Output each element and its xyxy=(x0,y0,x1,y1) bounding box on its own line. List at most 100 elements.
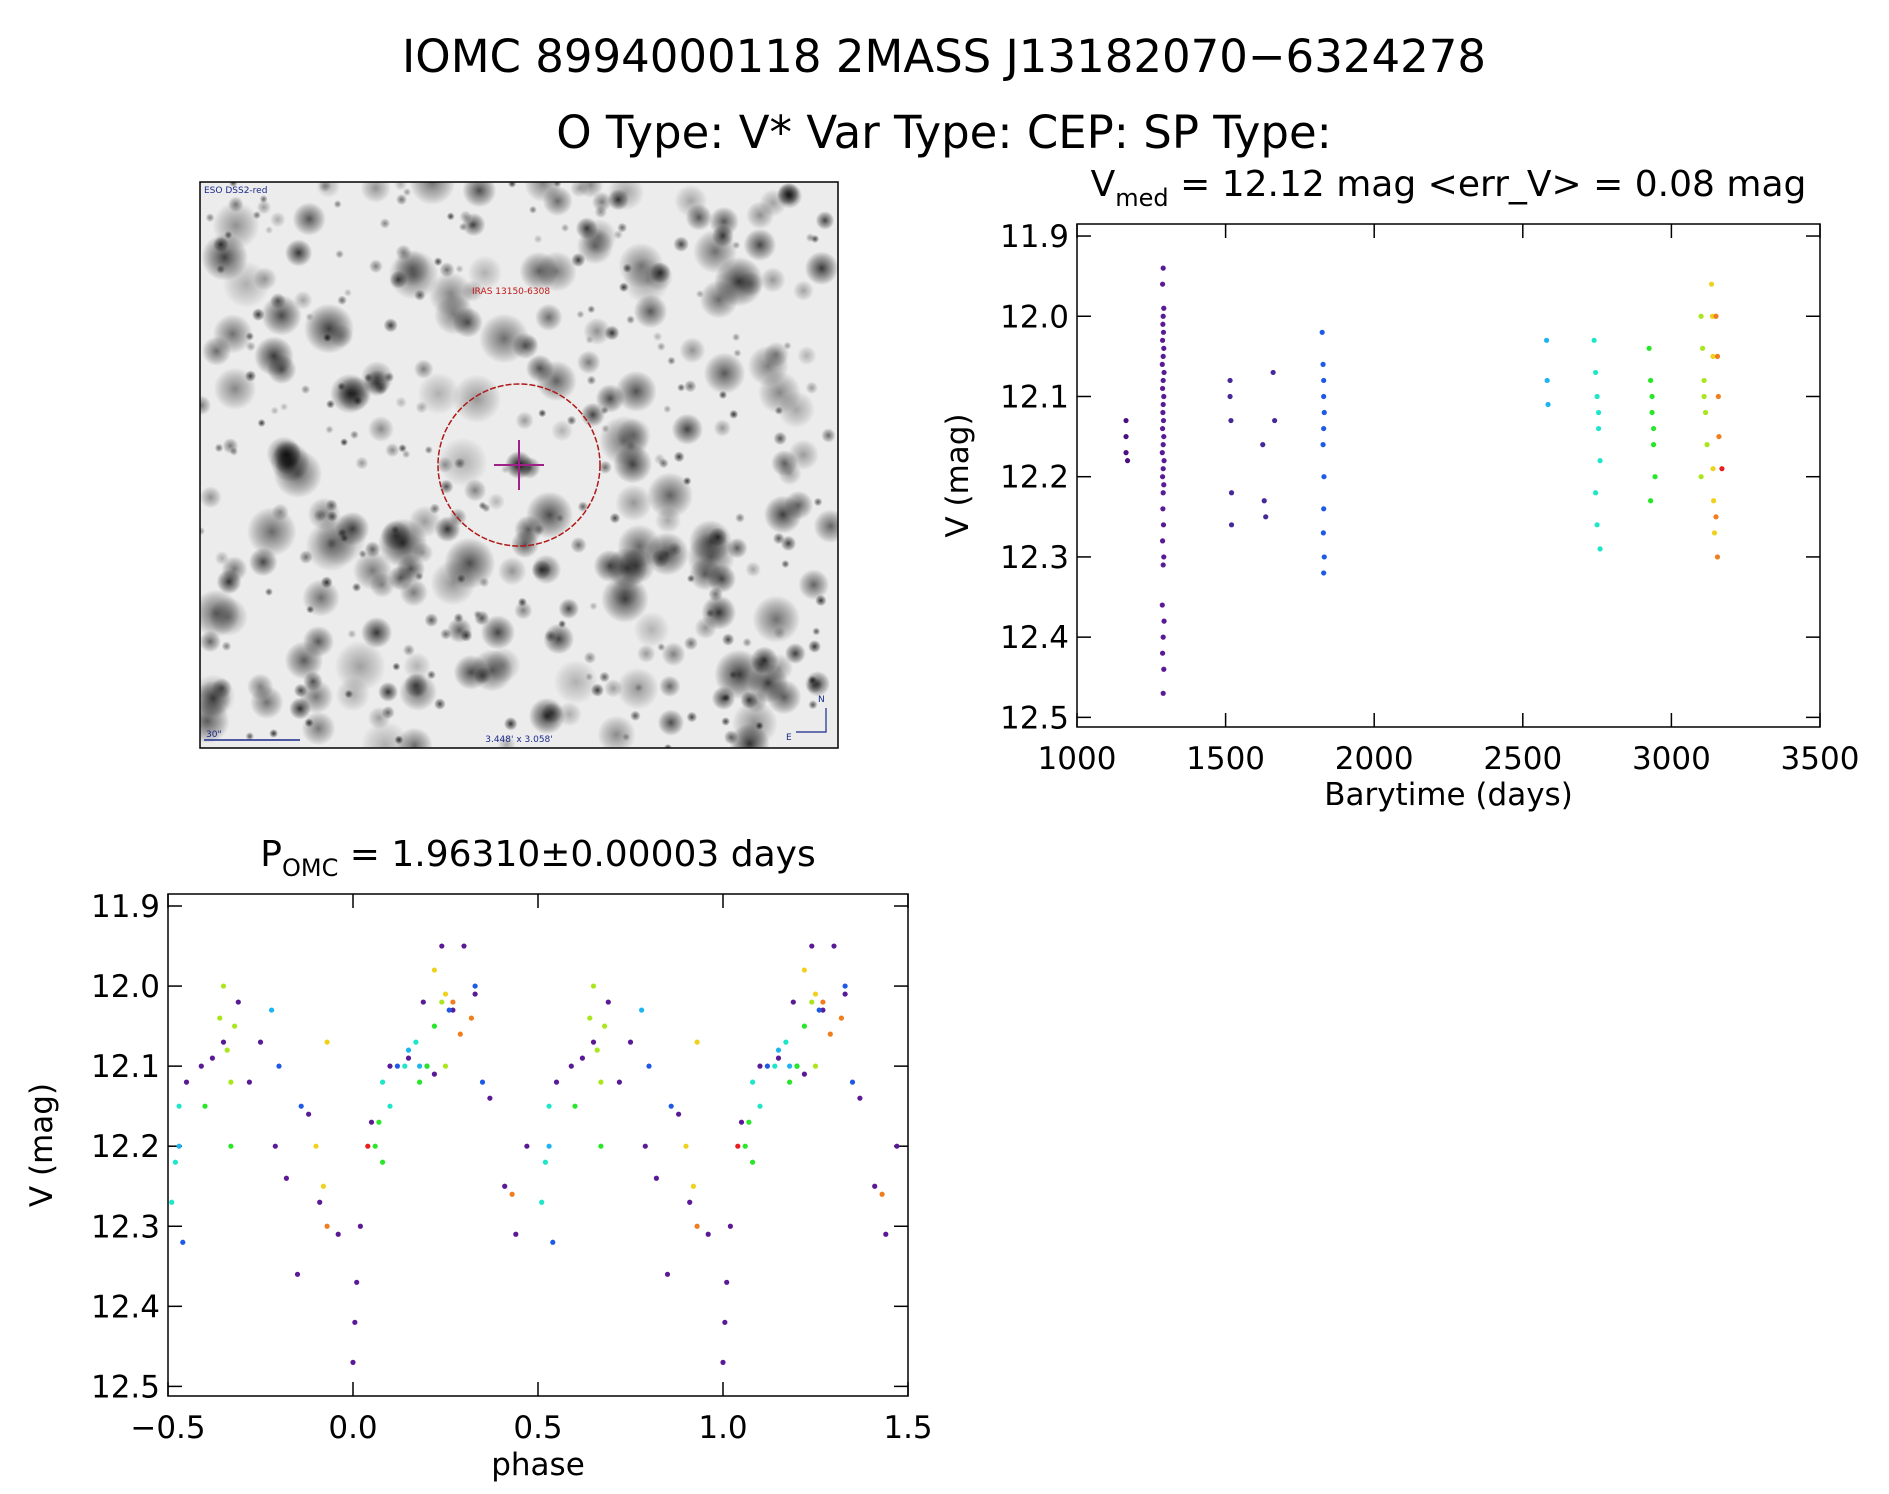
star xyxy=(556,514,565,523)
data-point xyxy=(642,1143,648,1149)
data-point xyxy=(820,1007,826,1013)
star xyxy=(813,509,838,544)
star xyxy=(417,372,460,415)
data-point xyxy=(724,1279,730,1285)
star-field xyxy=(200,182,838,748)
star xyxy=(661,642,686,667)
star xyxy=(347,629,357,639)
data-point xyxy=(1320,530,1326,536)
star xyxy=(544,630,557,643)
data-point xyxy=(1594,522,1600,528)
star xyxy=(456,574,466,584)
data-point xyxy=(417,1063,423,1069)
star xyxy=(622,263,632,273)
star xyxy=(402,644,415,657)
star xyxy=(200,630,222,653)
data-point xyxy=(879,1191,885,1197)
star xyxy=(515,411,534,430)
star xyxy=(663,405,672,414)
data-point xyxy=(572,1103,578,1109)
star xyxy=(433,698,446,710)
star xyxy=(784,642,806,665)
star xyxy=(667,356,676,365)
data-point xyxy=(1591,337,1597,343)
data-point xyxy=(764,1063,771,1069)
star xyxy=(302,579,340,617)
star xyxy=(485,647,521,683)
star xyxy=(412,542,434,564)
data-point xyxy=(842,983,848,989)
star xyxy=(622,732,631,742)
figure-title: IOMC 8994000118 2MASS J13182070−6324278 xyxy=(402,30,1486,83)
data-point xyxy=(380,1079,386,1085)
data-point xyxy=(228,1143,234,1149)
data-point xyxy=(272,1143,278,1149)
star xyxy=(780,535,797,552)
star xyxy=(633,294,668,329)
data-point xyxy=(298,1103,304,1109)
star xyxy=(440,628,452,640)
data-point xyxy=(801,1071,808,1077)
data-point xyxy=(598,1143,604,1149)
star xyxy=(735,512,745,523)
data-point xyxy=(1159,650,1166,656)
star xyxy=(610,577,640,607)
x-tick-label: 2500 xyxy=(1483,741,1562,777)
data-point xyxy=(783,1039,789,1045)
data-point xyxy=(1710,353,1716,359)
data-point xyxy=(664,1271,671,1277)
star xyxy=(452,374,502,424)
data-point xyxy=(387,1063,393,1069)
data-point xyxy=(357,1223,363,1229)
data-point xyxy=(1701,393,1707,400)
star xyxy=(304,718,314,728)
data-point xyxy=(1159,538,1166,544)
star xyxy=(325,499,338,512)
data-point xyxy=(1161,666,1167,672)
star xyxy=(673,236,690,253)
star xyxy=(755,721,764,730)
title-subscript: OMC xyxy=(282,854,338,882)
data-point xyxy=(176,1103,182,1109)
data-point xyxy=(1320,361,1326,367)
star xyxy=(679,337,706,364)
star xyxy=(211,677,232,699)
star xyxy=(763,495,803,534)
data-point xyxy=(1160,690,1166,696)
data-point xyxy=(1160,562,1166,568)
data-point xyxy=(757,1103,763,1109)
data-point xyxy=(1698,313,1704,319)
data-point xyxy=(479,1079,486,1085)
data-point xyxy=(372,1143,378,1149)
data-point xyxy=(1159,361,1165,367)
star xyxy=(536,360,577,402)
data-point xyxy=(509,1191,515,1197)
star xyxy=(351,582,362,592)
star xyxy=(256,200,271,215)
star xyxy=(320,576,333,589)
star xyxy=(252,211,262,220)
star xyxy=(205,213,215,223)
data-point xyxy=(413,1039,419,1045)
star xyxy=(553,659,599,705)
data-point xyxy=(639,1007,645,1013)
data-point xyxy=(1711,530,1718,536)
data-point xyxy=(1716,433,1722,440)
data-point xyxy=(1321,425,1327,432)
star xyxy=(326,537,338,549)
star xyxy=(458,222,467,232)
data-point xyxy=(653,1175,660,1181)
star xyxy=(793,280,814,301)
star xyxy=(428,272,473,317)
star xyxy=(487,492,505,511)
y-tick-label: 12.1 xyxy=(1000,379,1069,415)
data-point xyxy=(1272,417,1278,424)
data-point xyxy=(1652,474,1658,480)
star xyxy=(583,651,597,664)
data-point xyxy=(894,1143,900,1149)
y-tick-label: 12.2 xyxy=(91,1129,160,1165)
star xyxy=(815,211,835,230)
star xyxy=(402,187,412,197)
data-point xyxy=(424,1063,430,1069)
data-point xyxy=(598,1079,604,1085)
